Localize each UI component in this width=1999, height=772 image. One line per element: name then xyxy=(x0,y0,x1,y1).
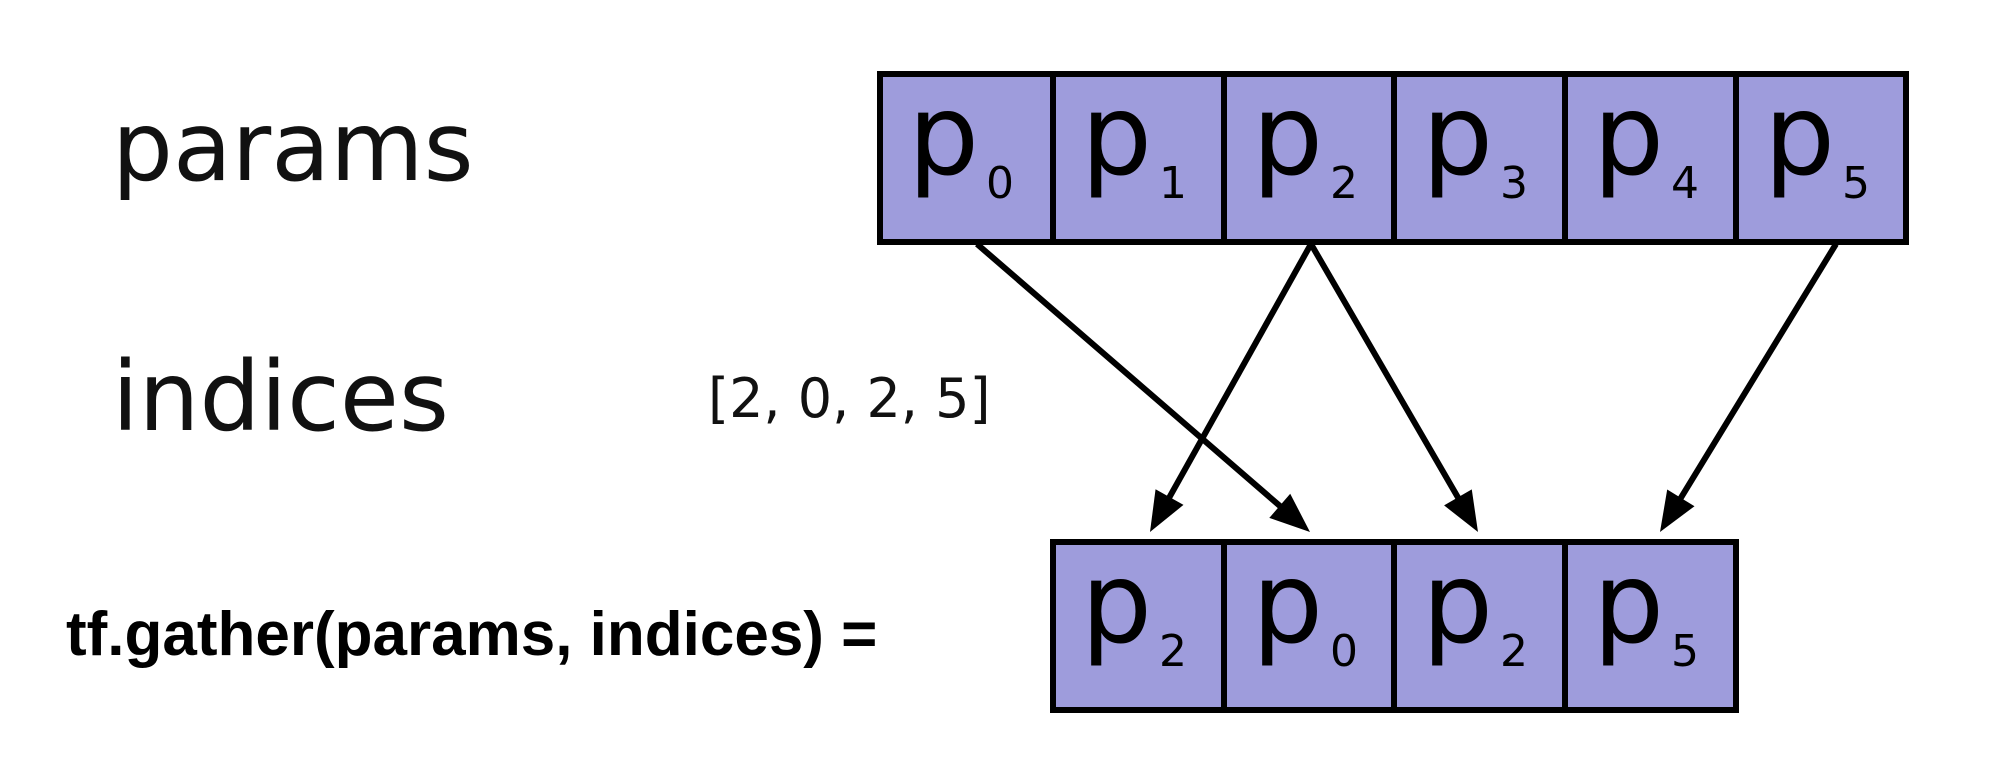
result-cell-0-letter: p xyxy=(1081,539,1152,669)
params-cell-1-subscript: 1 xyxy=(1159,158,1187,209)
result-cell-0-subscript: 2 xyxy=(1159,626,1187,677)
params-cell-2-letter: p xyxy=(1252,71,1323,201)
result-cell-3-box xyxy=(1562,539,1739,713)
result-cell-2-letter: p xyxy=(1422,539,1493,669)
params-cell-1-letter: p xyxy=(1081,71,1152,201)
result-cell-2-subscript: 2 xyxy=(1500,626,1528,677)
params-cell-0-subscript: 0 xyxy=(986,158,1014,209)
params-cell-0-box xyxy=(877,71,1056,245)
params-cell-5-subscript: 5 xyxy=(1842,158,1870,209)
indices-value: [2, 0, 2, 5] xyxy=(708,367,991,430)
arrow-5-to-3 xyxy=(1676,242,1839,503)
result-cell-1-letter: p xyxy=(1252,539,1323,669)
params-cell-1-box xyxy=(1050,71,1227,245)
params-cell-4-letter: p xyxy=(1593,71,1664,201)
params-cell-5-letter: p xyxy=(1764,71,1835,201)
params-cell-2-box xyxy=(1221,71,1397,245)
arrow-5-to-3-head xyxy=(1660,489,1695,532)
params-label: params xyxy=(112,91,474,203)
arrow-2-to-2 xyxy=(1308,242,1463,503)
params-cell-0-letter: p xyxy=(908,71,979,201)
arrow-2-to-0-head xyxy=(1150,489,1184,532)
arrow-2-to-2-head xyxy=(1444,489,1478,532)
arrow-2-to-0 xyxy=(1164,242,1314,503)
result-cell-1-box xyxy=(1221,539,1397,713)
result-cell-0-box xyxy=(1050,539,1227,713)
indices-label: indices xyxy=(112,341,449,453)
params-cell-2-subscript: 2 xyxy=(1330,158,1358,209)
result-cell-2-box xyxy=(1391,539,1568,713)
result-cell-3-subscript: 5 xyxy=(1671,626,1699,677)
gather-arrows xyxy=(975,241,1839,532)
gather-expression: tf.gather(params, indices) = xyxy=(66,600,877,669)
params-cell-5-box xyxy=(1733,71,1909,245)
arrow-0-to-1-head xyxy=(1269,493,1310,532)
params-cell-3-subscript: 3 xyxy=(1500,158,1528,209)
arrow-0-to-1 xyxy=(975,241,1285,511)
result-cell-3-letter: p xyxy=(1593,539,1664,669)
result-cell-1-subscript: 0 xyxy=(1330,626,1358,677)
params-cell-4-box xyxy=(1562,71,1739,245)
params-cell-4-subscript: 4 xyxy=(1671,158,1699,209)
params-cell-3-letter: p xyxy=(1422,71,1493,201)
